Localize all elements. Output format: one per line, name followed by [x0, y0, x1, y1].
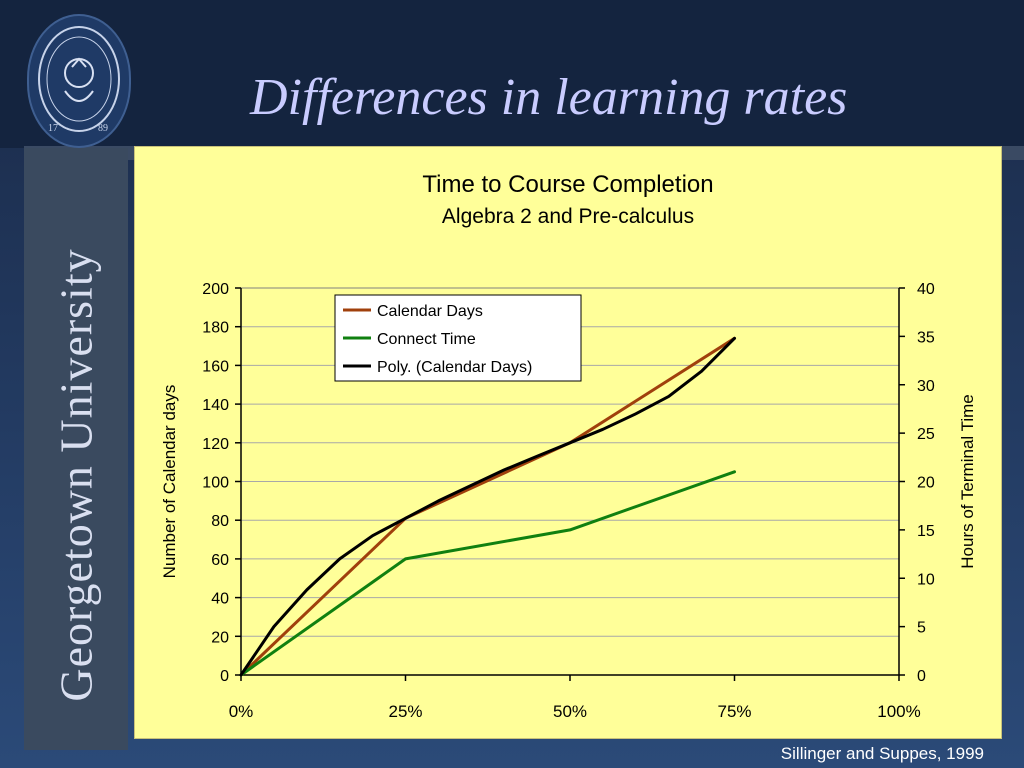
- legend-label: Calendar Days: [377, 303, 483, 320]
- title-band: [0, 0, 1024, 148]
- y-tick-label-right: 30: [917, 378, 935, 395]
- y-tick-label-left: 60: [211, 552, 229, 569]
- line-chart: 0 20 40 60 80 100 120 140 160 180 200 0 5 10 15 20 25 30 3…: [160, 281, 977, 721]
- x-tick-label: 25%: [388, 702, 422, 721]
- y-tick-label-left: 120: [202, 436, 229, 453]
- y-tick-label-right: 10: [917, 571, 935, 588]
- legend: [334, 294, 582, 382]
- y-tick-label-left: 0: [220, 668, 229, 685]
- y-tick-label-right: 5: [917, 620, 926, 637]
- svg-text:17: 17: [48, 123, 58, 134]
- y-axis-label-left: Number of Calendar days: [160, 385, 179, 579]
- x-tick-label: 100%: [877, 702, 920, 721]
- y-tick-label-right: 40: [917, 281, 935, 298]
- y-tick-label-right: 0: [917, 668, 926, 685]
- y-tick-label-left: 200: [202, 281, 229, 298]
- y-tick-label-right: 35: [917, 329, 935, 346]
- chart-subtitle: Algebra 2 and Pre-calculus: [441, 205, 695, 228]
- x-tick-label: 0%: [229, 702, 254, 721]
- legend-label: Poly. (Calendar Days): [377, 359, 532, 376]
- series-line-2: [239, 336, 736, 677]
- y-tick-label-left: 140: [202, 397, 229, 414]
- chart-title: Time to Course Completion: [422, 171, 714, 198]
- university-seal-icon: 17 89: [27, 14, 131, 148]
- y-tick-label-left: 80: [211, 513, 229, 530]
- y-tick-label-left: 40: [211, 591, 229, 608]
- series-line-0: [239, 336, 736, 677]
- y-axis-label-right: Hours of Terminal Time: [958, 394, 977, 568]
- svg-text:89: 89: [98, 123, 108, 134]
- university-name: Georgetown University: [50, 248, 102, 702]
- source-credit: Sillinger and Suppes, 1999: [780, 744, 984, 763]
- x-tick-label: 50%: [553, 702, 587, 721]
- y-tick-label-right: 20: [917, 475, 935, 492]
- x-tick-label: 75%: [717, 702, 751, 721]
- y-tick-label-right: 25: [917, 426, 935, 443]
- series-line-1: [239, 470, 736, 677]
- slide-title: Differences in learning rates: [250, 69, 848, 126]
- y-tick-label-left: 160: [202, 358, 229, 375]
- y-tick-label-left: 100: [202, 475, 229, 492]
- y-tick-label-left: 180: [202, 320, 229, 337]
- y-tick-label-left: 20: [211, 629, 229, 646]
- legend-label: Connect Time: [377, 331, 476, 348]
- chart-panel: Time to Course Completion Algebra 2 and …: [134, 146, 1002, 739]
- y-tick-label-right: 15: [917, 523, 935, 540]
- sidebar-panel: [24, 148, 128, 750]
